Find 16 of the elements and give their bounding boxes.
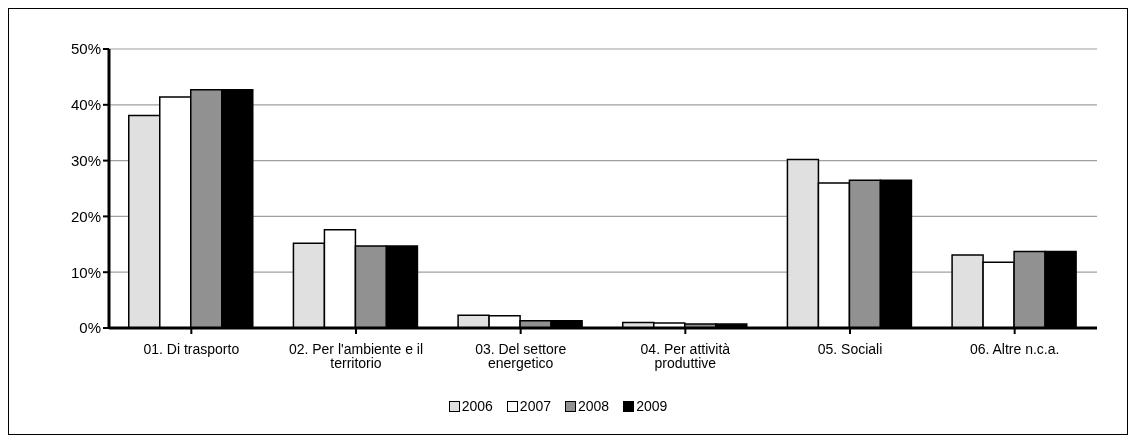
y-tick-label: 30% [70,151,101,169]
x-tick-label: 05. Sociali [817,340,883,357]
legend-label: 2006 [460,398,493,414]
y-tick-label: 40% [70,96,101,114]
x-tick-label: 04. Per attività produttive [640,340,731,371]
y-tick-label: 20% [70,207,101,225]
y-tick-label: 50% [70,40,101,58]
x-tick-label: 02. Per l'ambiente e il territorio [288,340,424,371]
y-tick-label: 10% [70,263,101,281]
x-tick-label: 06. Altre n.c.a. [969,340,1060,357]
legend-label: 2007 [518,398,551,414]
x-tick-label: 01. Di trasporto [143,340,240,357]
y-tick-label: 0% [79,319,101,337]
x-tick-label: 03. Del settore energetico [475,340,567,371]
legend-label: 2008 [577,398,610,414]
legend-label: 2009 [635,398,668,414]
